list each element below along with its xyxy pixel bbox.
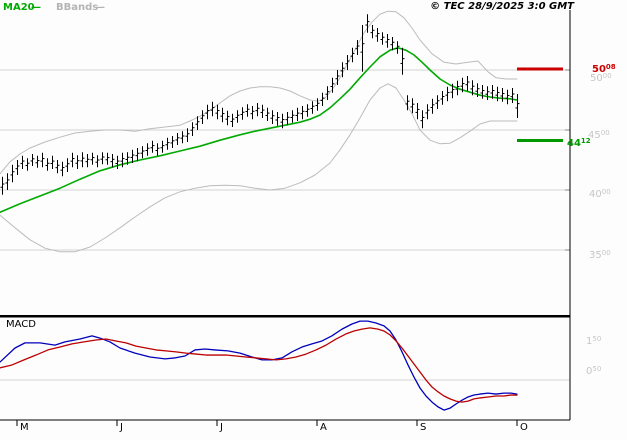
support-price-label: 4412: [567, 137, 591, 149]
ma20-legend-label: MA20: [3, 2, 35, 13]
bbands-legend-label: BBands: [56, 2, 99, 13]
resistance-price-label: 5008: [592, 63, 616, 75]
month-label-aug: A: [320, 422, 327, 433]
bollinger-lower-band-line: [0, 83, 518, 253]
month-label-sep: S: [420, 422, 427, 433]
axis-label-4000: 4000: [589, 188, 611, 200]
axis-label-3500: 3500: [589, 249, 611, 261]
axis-label-4500: 4500: [588, 129, 610, 141]
month-label-jun: J: [120, 422, 123, 433]
ma20-line: [0, 46, 518, 213]
macd-axis-label-150: 150: [586, 335, 602, 347]
macd-axis-label-050: 050: [586, 365, 602, 377]
axis-label-5000: 5000: [590, 72, 612, 84]
macd-signal-line: [0, 327, 518, 403]
bbands-legend-swatch-icon: —: [95, 2, 105, 13]
panel-separator: [0, 315, 570, 318]
bollinger-upper-band-line: [0, 10, 518, 175]
macd-macd-line: [0, 320, 518, 411]
macd-panel-label: MACD: [6, 319, 36, 330]
ma20-legend-swatch-icon: —: [31, 2, 41, 13]
month-label-oct: O: [520, 422, 528, 433]
chart-timestamp-title: © TEC 28/9/2025 3:0 GMT: [430, 1, 574, 12]
month-label-jul: J: [220, 422, 223, 433]
month-label-may: M: [20, 422, 29, 433]
